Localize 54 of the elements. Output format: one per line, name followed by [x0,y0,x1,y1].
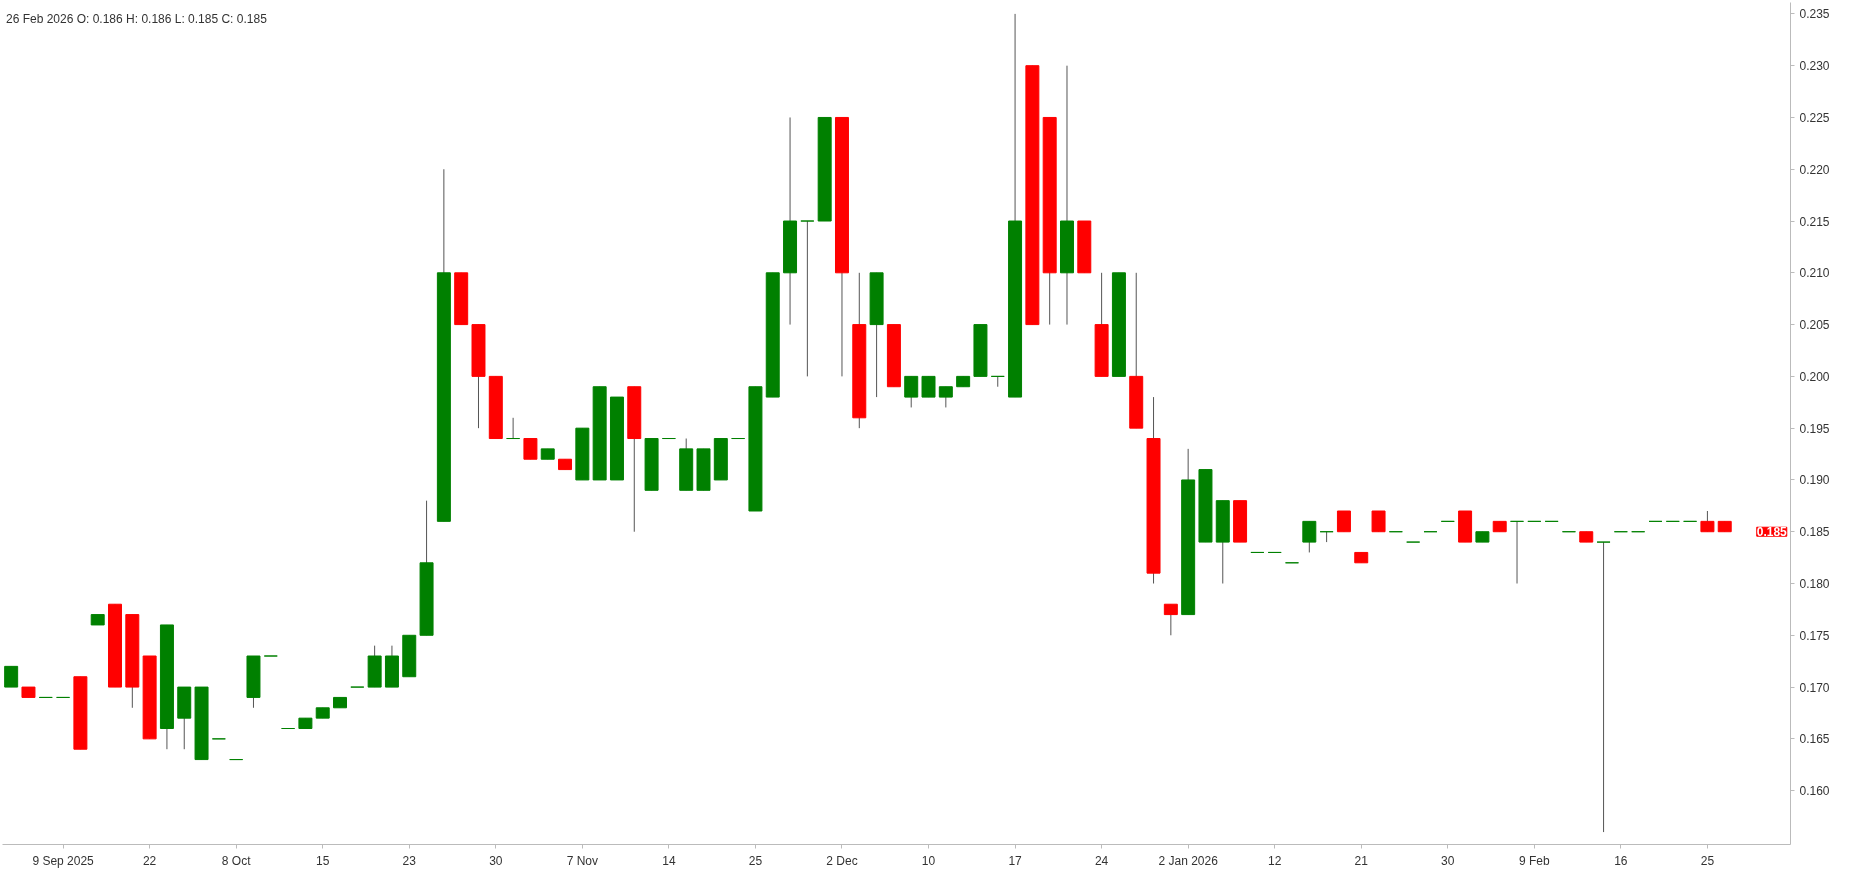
y-tick-label: 0.205 [1799,318,1830,333]
candlestick [921,375,936,398]
candlestick [938,386,953,408]
candlestick [1319,531,1334,543]
y-tick-label: 0.195 [1799,421,1830,436]
x-tick-label: 30 [1441,853,1455,868]
x-tick-label: 8 Oct [221,853,252,868]
x-tick-label: 25 [748,853,763,868]
candlestick [1510,520,1525,585]
x-tick-label: 2 Dec [826,853,858,868]
annotation: 26 Feb 2026 O: 0.186 H: 0.186 L: 0.185 C: 0.185 [5,11,268,26]
y-tick-label: 0.235 [1799,7,1830,22]
y-tick-label: 0.175 [1799,628,1830,643]
candlestick [1336,510,1351,533]
y-tick-label: 0.230 [1799,59,1830,74]
y-tick-label: 0.200 [1799,369,1830,384]
x-tick-label: 16 [1614,853,1628,868]
y-tick-label: 0.215 [1799,214,1830,229]
candlestick [1596,541,1611,833]
candlestick [1163,603,1178,636]
x-tick-label: 14 [662,853,676,868]
y-tick-label: 0.210 [1799,266,1830,281]
x-tick-label: 10 [921,853,936,868]
x-tick-label: 23 [402,853,417,868]
candlestick [506,417,521,440]
candlestick [523,438,538,460]
x-tick-label: 24 [1094,853,1109,868]
y-tick-label: 0.220 [1799,162,1830,177]
x-tick-label: 21 [1354,853,1369,868]
x-tick-label: 25 [1700,853,1715,868]
candlestick [1700,510,1715,533]
x-tick-label: 30 [489,853,503,868]
y-tick-label: 0.180 [1799,577,1830,592]
y-tick-label: 0.225 [1799,110,1830,125]
candlestick [1302,520,1317,553]
y-tick-label: 0.185 [1799,525,1830,540]
x-tick-label: 15 [316,853,330,868]
candlestick [904,375,919,408]
x-tick-label: 22 [142,853,157,868]
x-tick-label: 9 Feb [1518,853,1550,868]
candlestick [1371,510,1386,533]
x-tick-label: 9 Sep 2025 [32,853,95,868]
x-tick-label: 7 Nov [566,853,599,868]
y-tick-label: 0.160 [1799,784,1830,799]
text: 0.185 [1756,525,1788,540]
y-tick-label: 0.165 [1799,732,1830,747]
y-tick-label: 0.170 [1799,680,1830,695]
candlestick [4,665,19,688]
candlestick [990,375,1005,388]
x-tick-label: 2 Jan 2026 [1158,853,1219,868]
x-tick-label: 12 [1268,853,1282,868]
candlestick [800,220,815,377]
x-tick-label: 17 [1008,853,1023,868]
y-tick-label: 0.190 [1799,473,1830,488]
